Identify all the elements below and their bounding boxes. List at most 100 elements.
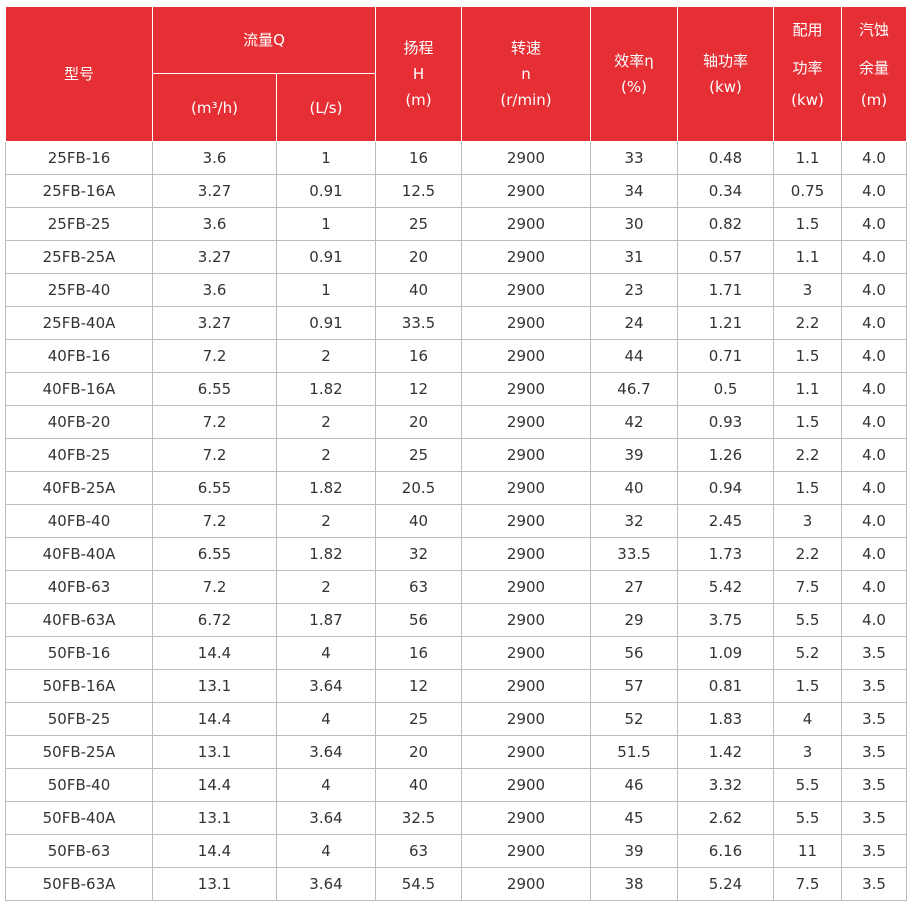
cell-flow-ls: 1 [276,207,376,241]
cell-speed: 2900 [461,834,591,868]
cell-motor-power: 4 [773,702,842,736]
cell-npsh: 4.0 [841,537,907,571]
cell-flow-ls: 4 [276,834,376,868]
cell-npsh: 3.5 [841,669,907,703]
cell-shaft-power: 1.26 [677,438,774,472]
cell-speed: 2900 [461,339,591,373]
cell-efficiency: 33 [590,141,678,175]
cell-head: 12 [375,669,462,703]
cell-motor-power: 1.1 [773,372,842,406]
table-row: 40FB-20 7.2 2 20 2900 42 0.93 1.5 4.0 [5,405,907,439]
cell-shaft-power: 1.42 [677,735,774,769]
table-row: 50FB-25A 13.1 3.64 20 2900 51.5 1.42 3 3.5 [5,735,907,769]
table-row: 50FB-63 14.4 4 63 2900 39 6.16 11 3.5 [5,834,907,868]
cell-speed: 2900 [461,372,591,406]
cell-flow-ls: 0.91 [276,240,376,274]
cell-shaft-power: 0.34 [677,174,774,208]
cell-npsh: 3.5 [841,834,907,868]
pump-spec-table: 型号 流量Q 扬程 H (m) 转速 n (r/min) 效率η (%) 轴功率… [5,6,907,901]
table-row: 40FB-63A 6.72 1.87 56 2900 29 3.75 5.5 4.0 [5,603,907,637]
cell-npsh: 4.0 [841,273,907,307]
cell-shaft-power: 0.71 [677,339,774,373]
cell-motor-power: 0.75 [773,174,842,208]
cell-head: 33.5 [375,306,462,340]
cell-efficiency: 40 [590,471,678,505]
table-row: 25FB-40A 3.27 0.91 33.5 2900 24 1.21 2.2 4.0 [5,306,907,340]
table-row: 40FB-40 7.2 2 40 2900 32 2.45 3 4.0 [5,504,907,538]
cell-shaft-power: 0.57 [677,240,774,274]
cell-flow-ls: 1.82 [276,372,376,406]
cell-npsh: 4.0 [841,306,907,340]
cell-flow-ls: 0.91 [276,174,376,208]
cell-speed: 2900 [461,570,591,604]
cell-model: 40FB-25 [5,438,153,472]
cell-speed: 2900 [461,405,591,439]
cell-motor-power: 5.5 [773,768,842,802]
cell-model: 50FB-40 [5,768,153,802]
cell-speed: 2900 [461,603,591,637]
table-row: 40FB-25A 6.55 1.82 20.5 2900 40 0.94 1.5 4.0 [5,471,907,505]
cell-motor-power: 1.5 [773,471,842,505]
cell-speed: 2900 [461,207,591,241]
cell-npsh: 3.5 [841,801,907,835]
cell-shaft-power: 0.48 [677,141,774,175]
cell-motor-power: 3 [773,504,842,538]
cell-flow-m3h: 7.2 [152,504,277,538]
cell-shaft-power: 2.45 [677,504,774,538]
cell-flow-m3h: 3.27 [152,306,277,340]
cell-head: 56 [375,603,462,637]
cell-efficiency: 39 [590,834,678,868]
cell-efficiency: 31 [590,240,678,274]
cell-efficiency: 38 [590,867,678,901]
cell-motor-power: 1.5 [773,669,842,703]
cell-head: 63 [375,570,462,604]
cell-motor-power: 1.5 [773,405,842,439]
cell-head: 54.5 [375,867,462,901]
cell-motor-power: 5.5 [773,801,842,835]
cell-npsh: 4.0 [841,372,907,406]
cell-shaft-power: 0.5 [677,372,774,406]
cell-head: 25 [375,438,462,472]
cell-head: 32.5 [375,801,462,835]
cell-flow-m3h: 6.55 [152,537,277,571]
cell-shaft-power: 1.83 [677,702,774,736]
cell-flow-ls: 4 [276,702,376,736]
cell-npsh: 4.0 [841,141,907,175]
table-header: 型号 流量Q 扬程 H (m) 转速 n (r/min) 效率η (%) 轴功率… [5,6,907,142]
cell-flow-m3h: 3.6 [152,273,277,307]
cell-efficiency: 32 [590,504,678,538]
table-row: 50FB-40A 13.1 3.64 32.5 2900 45 2.62 5.5 3.5 [5,801,907,835]
cell-flow-ls: 3.64 [276,867,376,901]
cell-shaft-power: 0.93 [677,405,774,439]
cell-efficiency: 57 [590,669,678,703]
cell-head: 32 [375,537,462,571]
cell-npsh: 4.0 [841,174,907,208]
cell-motor-power: 1.5 [773,207,842,241]
header-flow-m3h: (m³/h) [152,73,277,142]
cell-flow-m3h: 14.4 [152,636,277,670]
cell-flow-ls: 3.64 [276,801,376,835]
cell-npsh: 4.0 [841,207,907,241]
cell-npsh: 4.0 [841,471,907,505]
cell-flow-ls: 1.87 [276,603,376,637]
cell-motor-power: 5.2 [773,636,842,670]
cell-efficiency: 34 [590,174,678,208]
cell-shaft-power: 1.71 [677,273,774,307]
cell-shaft-power: 0.94 [677,471,774,505]
cell-speed: 2900 [461,174,591,208]
table-body: 25FB-16 3.6 1 16 2900 33 0.48 1.1 4.0 25FB-16A 3.2… [5,141,907,901]
cell-head: 25 [375,207,462,241]
table-row: 25FB-40 3.6 1 40 2900 23 1.71 3 4.0 [5,273,907,307]
cell-speed: 2900 [461,504,591,538]
cell-efficiency: 33.5 [590,537,678,571]
cell-head: 40 [375,504,462,538]
cell-shaft-power: 0.81 [677,669,774,703]
cell-head: 40 [375,768,462,802]
cell-speed: 2900 [461,240,591,274]
cell-shaft-power: 1.09 [677,636,774,670]
cell-head: 20.5 [375,471,462,505]
cell-model: 40FB-63A [5,603,153,637]
header-model: 型号 [5,6,153,142]
header-flow: 流量Q [152,6,376,74]
cell-flow-ls: 4 [276,636,376,670]
